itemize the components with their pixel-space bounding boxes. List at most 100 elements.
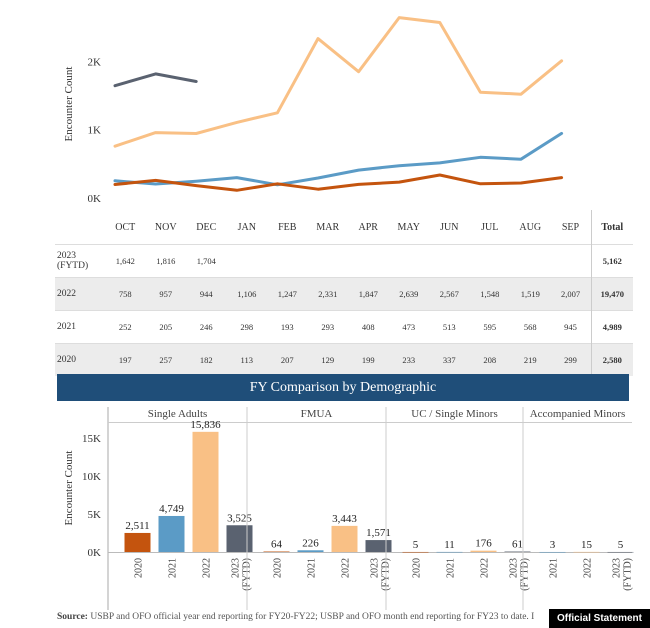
header-month-jul: JUL bbox=[481, 221, 499, 233]
header-year-cell bbox=[55, 210, 105, 245]
table-cell bbox=[307, 244, 348, 278]
row-total: 2,580 bbox=[590, 343, 633, 376]
chart-banner-title: FY Comparison by Demographic bbox=[57, 374, 629, 401]
table-cell: 1,642 bbox=[105, 244, 146, 278]
bar-single-adults-2021 bbox=[158, 515, 185, 552]
official-statement-badge: Official Statement bbox=[548, 609, 650, 628]
bar-single-adults-2023-fytd- bbox=[226, 525, 253, 552]
table-header-row: OCT NOV DEC JAN FEB MAR APR MAY JUN JUL AUG SEP Tota… bbox=[55, 210, 633, 245]
y-tick-label: 2K bbox=[88, 56, 102, 68]
row-total: 19,470 bbox=[590, 277, 633, 311]
table-row: 2020 197 257 182 113 207 129 199 233 337 208 219 299… bbox=[55, 343, 633, 376]
header-month-oct: OCT bbox=[115, 221, 136, 233]
table-cell: 199 bbox=[348, 343, 389, 376]
demographic-bar-chart: Encounter Count 0K 5K 10K 15K Single Adults 2,… bbox=[63, 407, 634, 610]
bar-value-label: 176 bbox=[475, 538, 492, 550]
table-cell: 257 bbox=[145, 343, 186, 376]
bar-single-adults-2022 bbox=[192, 431, 219, 552]
row-year: 2023 (FYTD) bbox=[55, 244, 105, 278]
x-tick-label: 2020 bbox=[412, 558, 423, 578]
table-cell: 568 bbox=[510, 310, 551, 344]
table-cell: 2,639 bbox=[388, 277, 429, 311]
table-row: 2021 252 205 246 298 193 293 408 473 513 595 568 945… bbox=[55, 310, 633, 344]
x-tick-label: 2022 bbox=[341, 558, 352, 578]
table-cell: 2,331 bbox=[307, 277, 348, 311]
bar-value-label: 226 bbox=[302, 537, 319, 549]
table-cell: 1,106 bbox=[226, 277, 267, 311]
table-cell: 219 bbox=[510, 343, 551, 376]
table-cell: 182 bbox=[186, 343, 227, 376]
header-month-may: MAY bbox=[397, 221, 420, 233]
bar-value-label: 3,525 bbox=[227, 512, 252, 524]
bar-value-label: 3,443 bbox=[332, 513, 357, 525]
panel-title: UC / Single Minors bbox=[411, 408, 497, 420]
table-cell: 473 bbox=[388, 310, 429, 344]
table-cell: 197 bbox=[105, 343, 146, 376]
bar-value-label: 4,749 bbox=[159, 503, 184, 515]
bar-single-adults-2020 bbox=[124, 532, 151, 552]
y-tick-label: 0K bbox=[88, 547, 102, 559]
header-month-jun: JUN bbox=[440, 221, 459, 233]
table-cell: 1,519 bbox=[510, 277, 551, 311]
bar-fmua-2023-fytd- bbox=[365, 540, 392, 552]
x-tick-label: 2021 bbox=[168, 558, 179, 578]
table-cell bbox=[226, 244, 267, 278]
bar-fmua-2021 bbox=[297, 550, 324, 552]
source-note: Source: USBP and OFO official year end r… bbox=[57, 612, 534, 622]
header-month-feb: FEB bbox=[278, 221, 297, 233]
y-axis-label: Encounter Count bbox=[63, 451, 75, 526]
bar-value-label: 1,571 bbox=[366, 527, 391, 539]
bar-value-label: 15 bbox=[581, 539, 593, 551]
table-cell bbox=[267, 244, 308, 278]
table-cell: 113 bbox=[226, 343, 267, 376]
x-tick-label: 2021 bbox=[549, 558, 560, 578]
table-cell bbox=[469, 244, 510, 278]
bar-accompanied-minors-2022 bbox=[573, 551, 600, 553]
x-tick-label: 2022 bbox=[202, 558, 213, 578]
table-cell: 233 bbox=[388, 343, 429, 376]
x-tick-label: 2023(FYTD) bbox=[612, 558, 634, 591]
header-month-mar: MAR bbox=[316, 221, 340, 233]
source-text: USBP and OFO official year end reporting… bbox=[90, 612, 535, 622]
table-cell: 337 bbox=[429, 343, 470, 376]
table-cell: 1,247 bbox=[267, 277, 308, 311]
bar-value-label: 3 bbox=[550, 539, 556, 551]
table-row: 2022 758 957 944 1,106 1,247 2,331 1,847 2,639 2,… bbox=[55, 277, 633, 311]
x-tick-label: 2023(FYTD) bbox=[370, 558, 392, 591]
bar-value-label: 11 bbox=[444, 539, 455, 551]
table-cell: 298 bbox=[226, 310, 267, 344]
header-month-apr: APR bbox=[358, 221, 378, 233]
row-total: 5,162 bbox=[590, 244, 633, 278]
table-cell: 1,816 bbox=[145, 244, 186, 278]
header-month-dec: DEC bbox=[196, 221, 217, 233]
monthly-encounters-line-chart: Encounter Count 0K 1K 2K bbox=[63, 16, 564, 205]
header-month-nov: NOV bbox=[154, 221, 177, 233]
table-cell: 944 bbox=[186, 277, 227, 311]
row-year: 2021 bbox=[55, 310, 105, 344]
x-tick-label: 2020 bbox=[273, 558, 284, 578]
x-tick-label: 2022 bbox=[583, 558, 594, 578]
table-cell bbox=[388, 244, 429, 278]
table-cell: 758 bbox=[105, 277, 146, 311]
table-cell: 299 bbox=[550, 343, 591, 376]
bar-accompanied-minors-2023-fytd- bbox=[607, 551, 634, 553]
panel-title: FMUA bbox=[301, 408, 333, 420]
table-row: 2023 (FYTD) 1,642 1,816 1,704 5,162 bbox=[55, 244, 633, 278]
y-tick-label: 0K bbox=[88, 193, 102, 205]
x-tick-label: 2020 bbox=[134, 558, 145, 578]
panel-title: Accompanied Minors bbox=[530, 408, 626, 420]
header-total: Total bbox=[590, 210, 633, 245]
row-total: 4,989 bbox=[590, 310, 633, 344]
table-cell bbox=[429, 244, 470, 278]
table-cell: 945 bbox=[550, 310, 591, 344]
bar-value-label: 5 bbox=[413, 539, 419, 551]
row-year: 2022 bbox=[55, 277, 105, 311]
monthly-encounters-table: OCT NOV DEC JAN FEB MAR APR MAY JUN JUL AUG SEP Tota… bbox=[55, 210, 633, 376]
bar-value-label: 2,511 bbox=[125, 520, 149, 532]
table-cell bbox=[550, 244, 591, 278]
header-month-sep: SEP bbox=[561, 221, 580, 233]
source-label: Source: bbox=[57, 612, 88, 622]
table-cell: 246 bbox=[186, 310, 227, 344]
x-tick-label: 2023(FYTD) bbox=[509, 558, 531, 591]
x-tick-label: 2021 bbox=[446, 558, 457, 578]
